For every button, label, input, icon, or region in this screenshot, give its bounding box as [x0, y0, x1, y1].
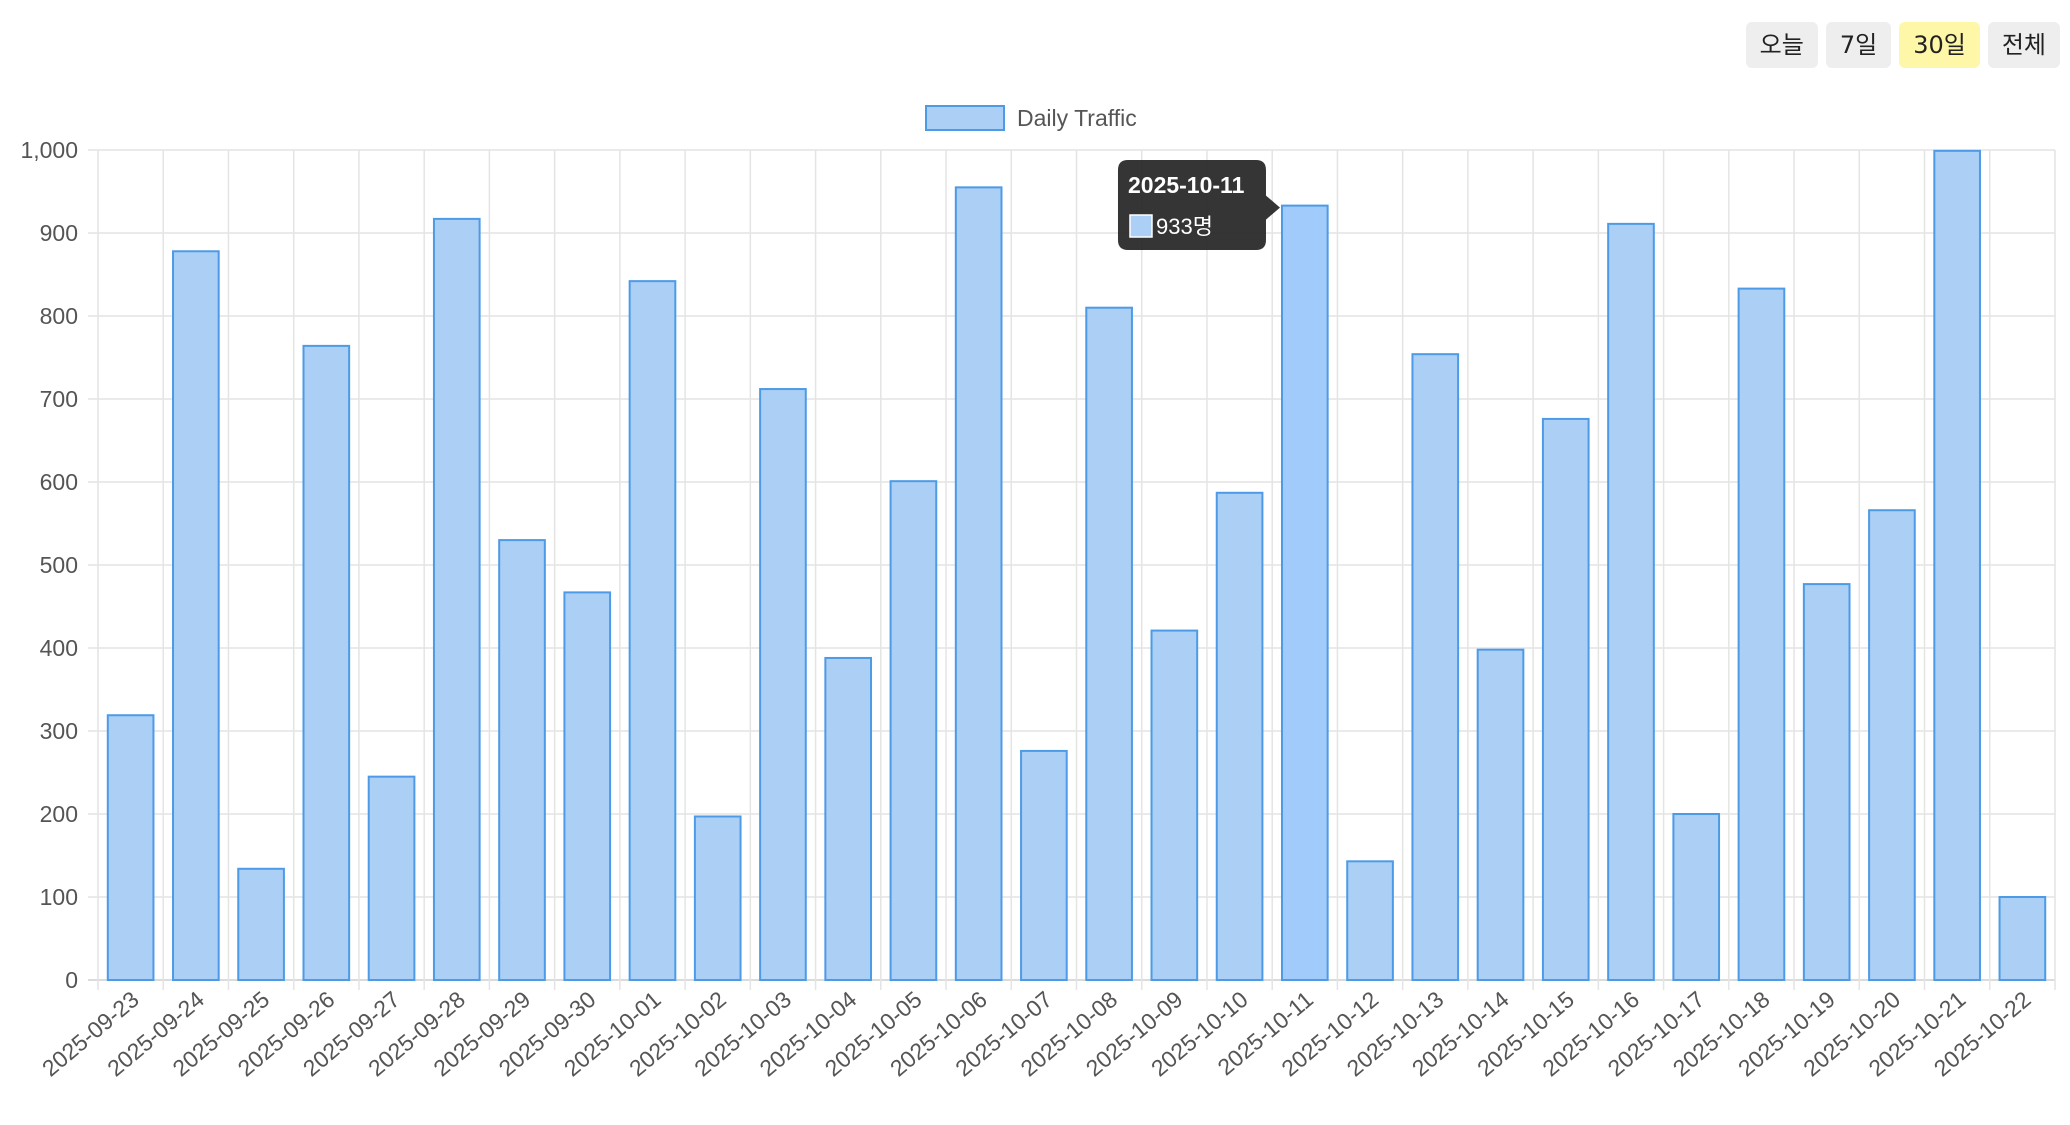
bar-2025-10-19[interactable] [1802, 583, 1851, 982]
bar-2025-09-23[interactable] [106, 714, 155, 981]
bar-2025-10-10[interactable] [1215, 491, 1264, 981]
range-30days-button[interactable]: 30일 [1899, 22, 1980, 68]
bar-2025-09-30[interactable] [563, 591, 612, 981]
y-tick-label: 0 [65, 967, 78, 993]
y-tick-label: 700 [40, 386, 78, 412]
y-tick-label: 300 [40, 718, 78, 744]
bar-2025-10-20[interactable] [1868, 509, 1916, 981]
bar-2025-09-27[interactable] [367, 775, 416, 982]
tooltip-title: 2025-10-11 [1128, 172, 1245, 198]
bar-2025-10-03[interactable] [759, 388, 807, 982]
y-tick-label: 600 [40, 469, 78, 495]
legend[interactable]: Daily Traffic [925, 105, 1137, 131]
bar-2025-09-24[interactable] [172, 250, 220, 981]
y-tick-label: 400 [40, 635, 78, 661]
bar-2025-10-02[interactable] [693, 815, 742, 981]
y-tick-label: 800 [40, 303, 78, 329]
bar-2025-10-17[interactable] [1672, 813, 1721, 981]
legend-swatch-daily-traffic[interactable] [925, 105, 1005, 131]
y-tick-label: 900 [40, 220, 78, 246]
bar-2025-10-12[interactable] [1346, 860, 1394, 981]
bar-2025-10-07[interactable] [1020, 749, 1068, 981]
bar-2025-10-16[interactable] [1607, 222, 1655, 981]
bar-2025-10-21[interactable] [1933, 149, 1981, 981]
range-all-button[interactable]: 전체 [1987, 22, 2060, 68]
y-tick-label: 500 [40, 552, 78, 578]
legend-label-daily-traffic[interactable]: Daily Traffic [1017, 105, 1137, 131]
bar-2025-10-14[interactable] [1476, 648, 1525, 981]
bar-2025-10-11[interactable] [1280, 204, 1329, 982]
bar-2025-10-04[interactable] [824, 656, 873, 982]
range-today-button[interactable]: 오늘 [1745, 22, 1818, 68]
bar-2025-10-05[interactable] [889, 480, 938, 981]
grid [88, 149, 2056, 990]
date-range-buttons: 오늘 7일 30일 전체 [1745, 22, 2060, 68]
y-tick-label: 1,000 [20, 137, 78, 163]
bar-2025-09-26[interactable] [302, 344, 351, 981]
bars [106, 149, 2047, 982]
bar-2025-10-18[interactable] [1737, 287, 1786, 981]
tooltip: 2025-10-11 933명 [1117, 160, 1280, 250]
bar-2025-09-28[interactable] [432, 217, 481, 981]
bar-2025-10-09[interactable] [1150, 629, 1199, 981]
y-tick-label: 200 [40, 801, 78, 827]
bar-2025-10-15[interactable] [1541, 417, 1590, 982]
tooltip-box [1117, 160, 1280, 250]
bar-2025-09-29[interactable] [498, 539, 546, 981]
tooltip-swatch [1129, 214, 1153, 238]
bar-2025-10-06[interactable] [954, 186, 1003, 982]
bar-2025-09-25[interactable] [237, 867, 285, 982]
bar-2025-10-08[interactable] [1085, 306, 1133, 981]
bar-2025-10-13[interactable] [1411, 353, 1460, 981]
range-7days-button[interactable]: 7일 [1825, 22, 1892, 68]
bar-2025-10-01[interactable] [628, 280, 677, 981]
tooltip-value: 933명 [1156, 214, 1213, 239]
bar-2025-10-22[interactable] [1998, 896, 2047, 981]
y-tick-label: 100 [40, 884, 78, 910]
